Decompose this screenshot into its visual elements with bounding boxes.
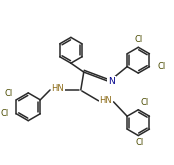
Text: Cl: Cl: [157, 62, 165, 71]
Text: HN: HN: [99, 96, 112, 105]
Text: Cl: Cl: [140, 98, 148, 107]
Text: N: N: [108, 77, 115, 85]
Text: Cl: Cl: [0, 109, 9, 118]
Text: Cl: Cl: [135, 138, 143, 147]
Text: Cl: Cl: [4, 89, 12, 98]
Text: Cl: Cl: [134, 35, 143, 44]
Text: HN: HN: [52, 84, 64, 93]
